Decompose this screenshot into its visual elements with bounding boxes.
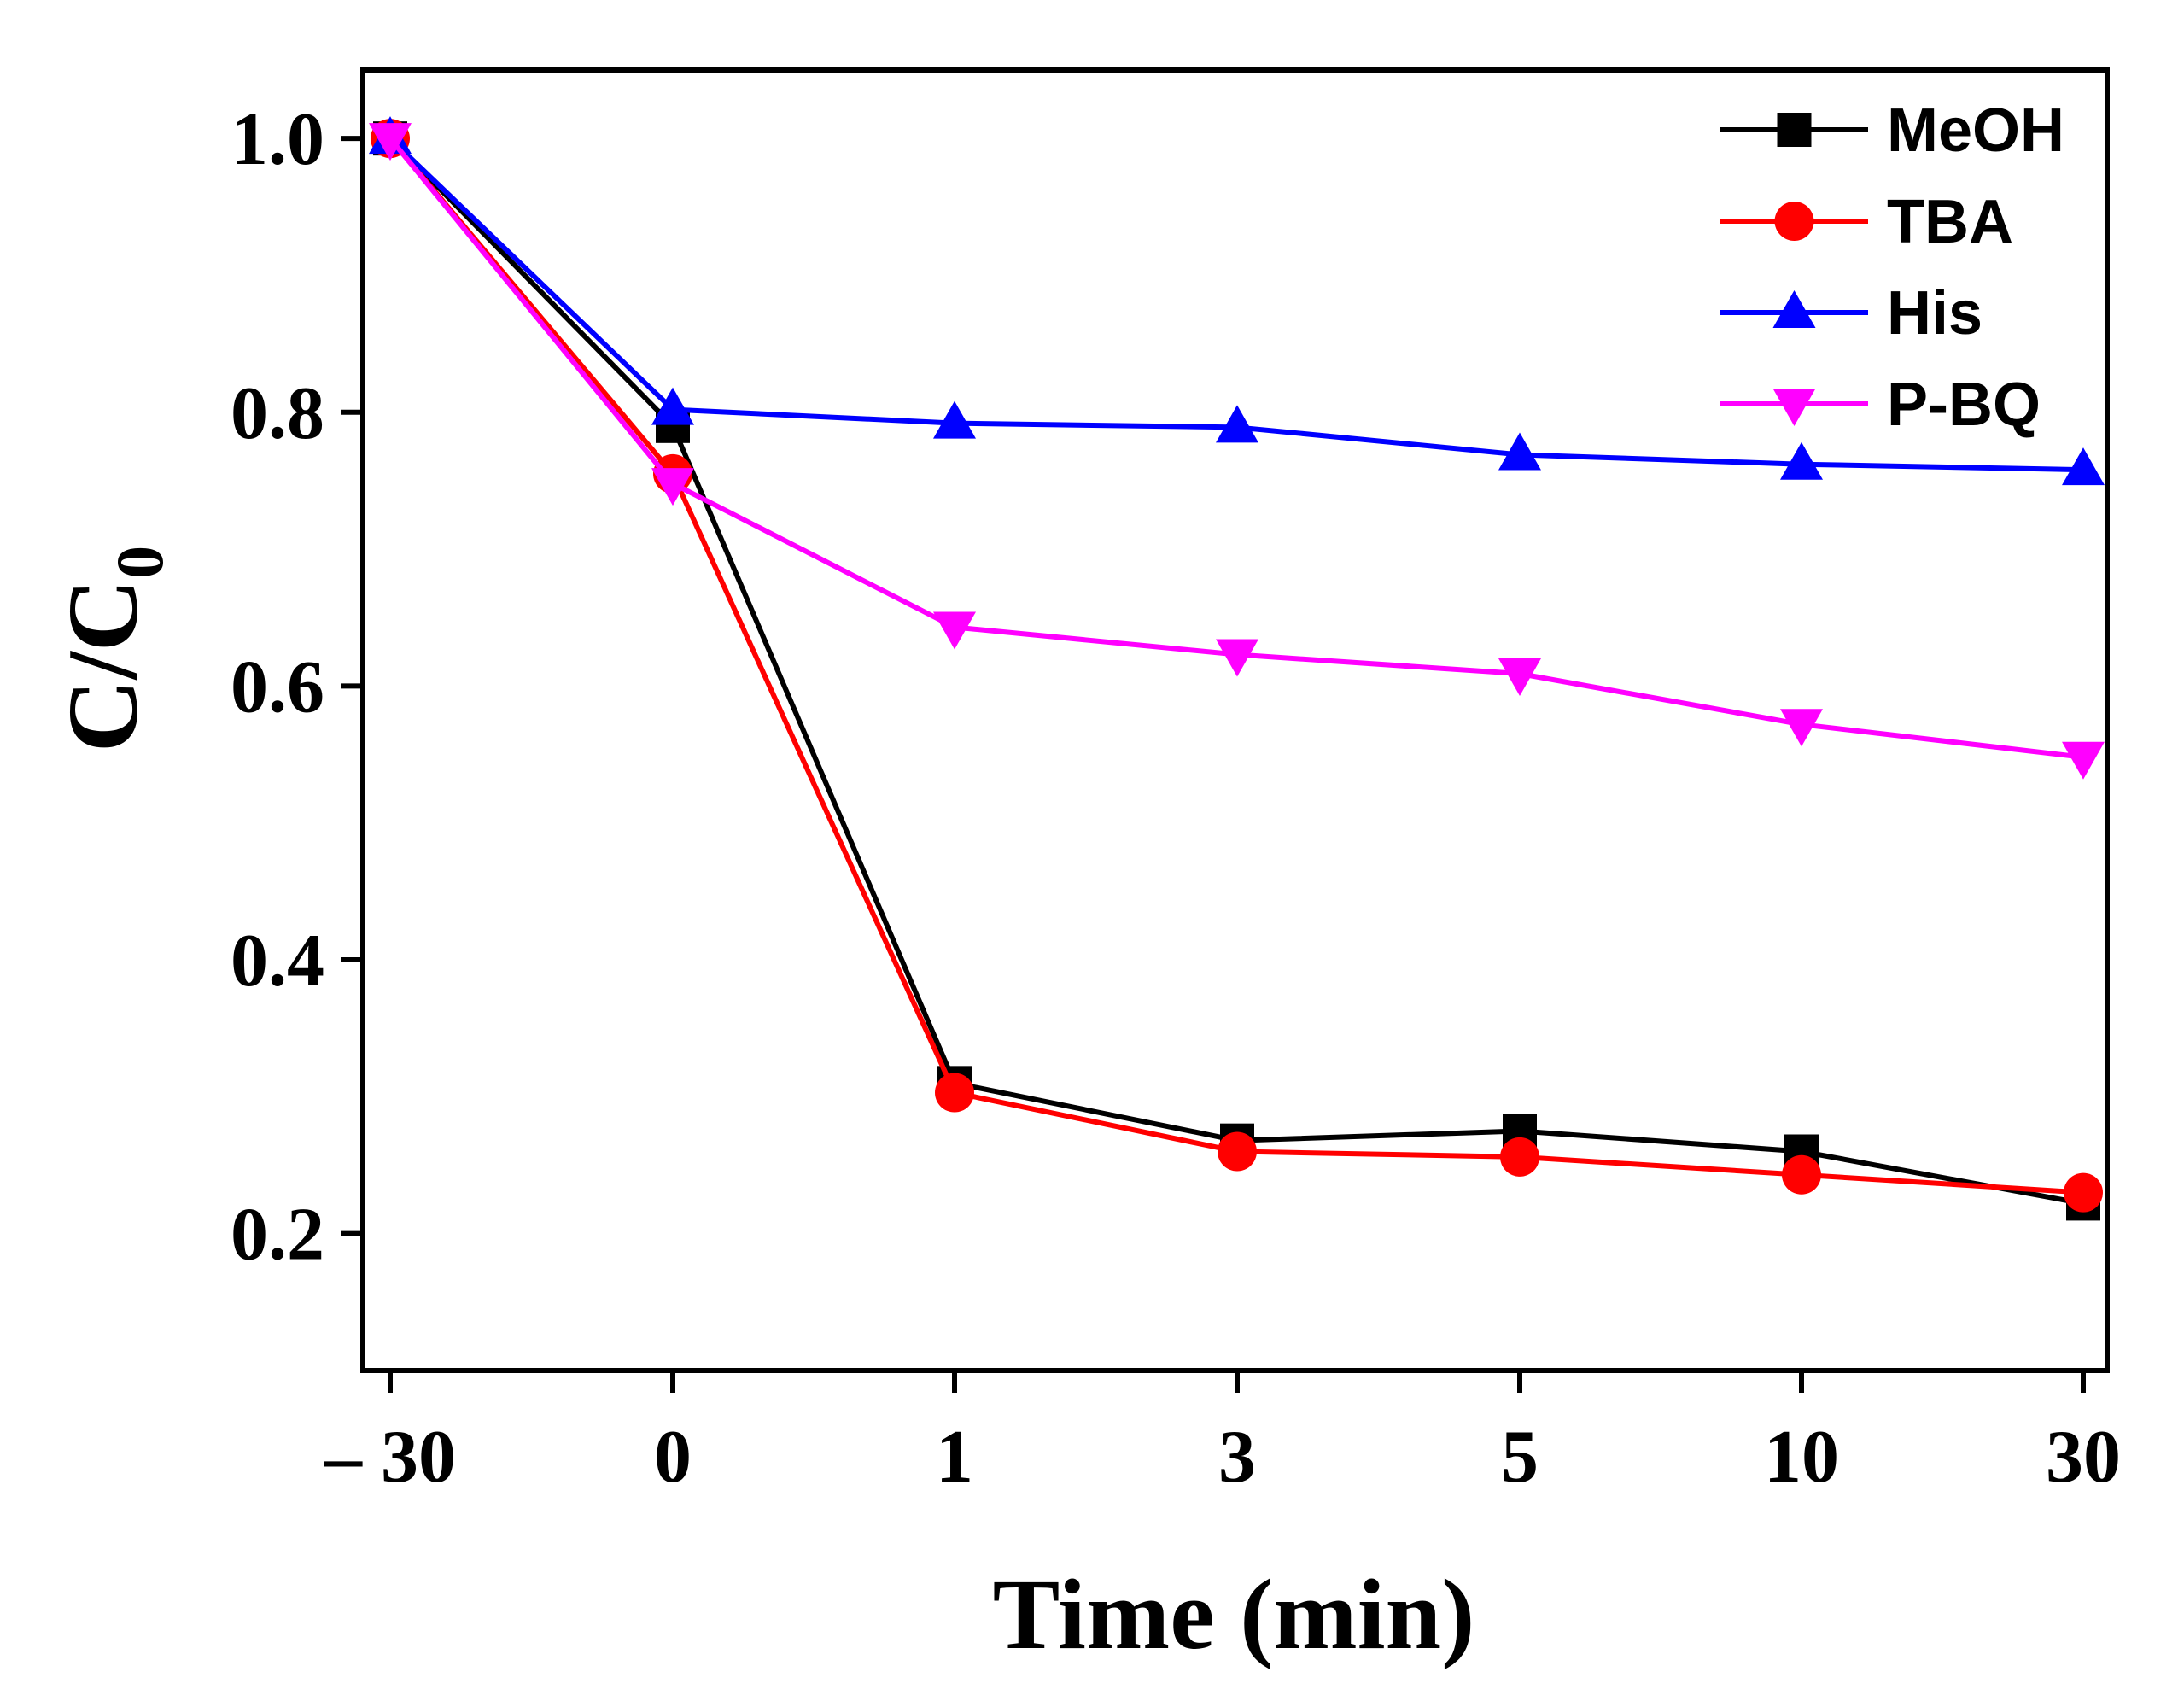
series-layer [369,116,2105,1221]
legend-label: TBA [1887,188,2013,256]
legend-label: MeOH [1887,96,2064,165]
x-tick-label: 1 [936,1416,973,1499]
legend-label: His [1887,279,1983,348]
y-tick-label: 0.6 [231,646,324,728]
y-axis-title-main: C/C [47,579,159,752]
data-point-tba [1782,1154,1821,1195]
legend: MeOH TBA His P-BQ [1720,96,2064,439]
legend-marker [1772,290,1816,328]
x-tick-label: 3 [1218,1416,1256,1499]
legend-marker [1774,202,1814,241]
x-axis-ticks: – 30 0 1 3 5 10 30 [324,1371,2121,1499]
data-point-p-bq [1780,709,1823,747]
legend-marker [1777,113,1812,147]
svg-text:C/C0: C/C0 [47,546,177,752]
data-point-tba [1218,1131,1257,1172]
y-tick-label: 1.0 [231,98,324,181]
legend-item-meoh: MeOH [1720,96,2064,165]
series-p-bq [369,123,2105,780]
x-tick-label: 0 [654,1416,692,1499]
data-point-p-bq [1498,658,1541,696]
y-axis-title-subscript: 0 [102,546,177,579]
legend-item-p-bq: P-BQ [1720,371,2041,439]
data-point-his [933,400,976,439]
legend-item-his: His [1720,279,1983,348]
data-point-p-bq [933,611,976,650]
legend-item-tba: TBA [1720,188,2013,256]
x-tick-label: – 30 [324,1416,456,1499]
data-point-his [1498,432,1541,471]
y-axis-ticks: 0.2 0.4 0.6 0.8 1.0 [231,98,363,1277]
data-point-his [1780,441,1823,480]
y-tick-label: 0.4 [231,920,324,1002]
y-tick-label: 0.2 [231,1194,324,1277]
y-axis-title: C/C0 [47,546,177,752]
data-point-p-bq [1216,639,1258,677]
data-point-tba [1500,1137,1539,1177]
x-axis-title: Time (min) [993,1558,1475,1670]
data-point-tba [935,1073,974,1113]
data-point-his [1216,405,1258,443]
legend-label: P-BQ [1887,371,2041,439]
data-point-p-bq [369,123,412,161]
data-point-his [651,387,694,425]
legend-marker [1772,389,1816,426]
x-tick-label: 5 [1501,1416,1539,1499]
data-point-p-bq [651,468,694,506]
data-point-his [2062,447,2105,486]
y-tick-label: 0.8 [231,372,324,455]
data-point-p-bq [2062,741,2105,780]
data-point-tba [2064,1172,2103,1213]
x-tick-label: 30 [2046,1416,2121,1499]
x-tick-label: 10 [1764,1416,1839,1499]
